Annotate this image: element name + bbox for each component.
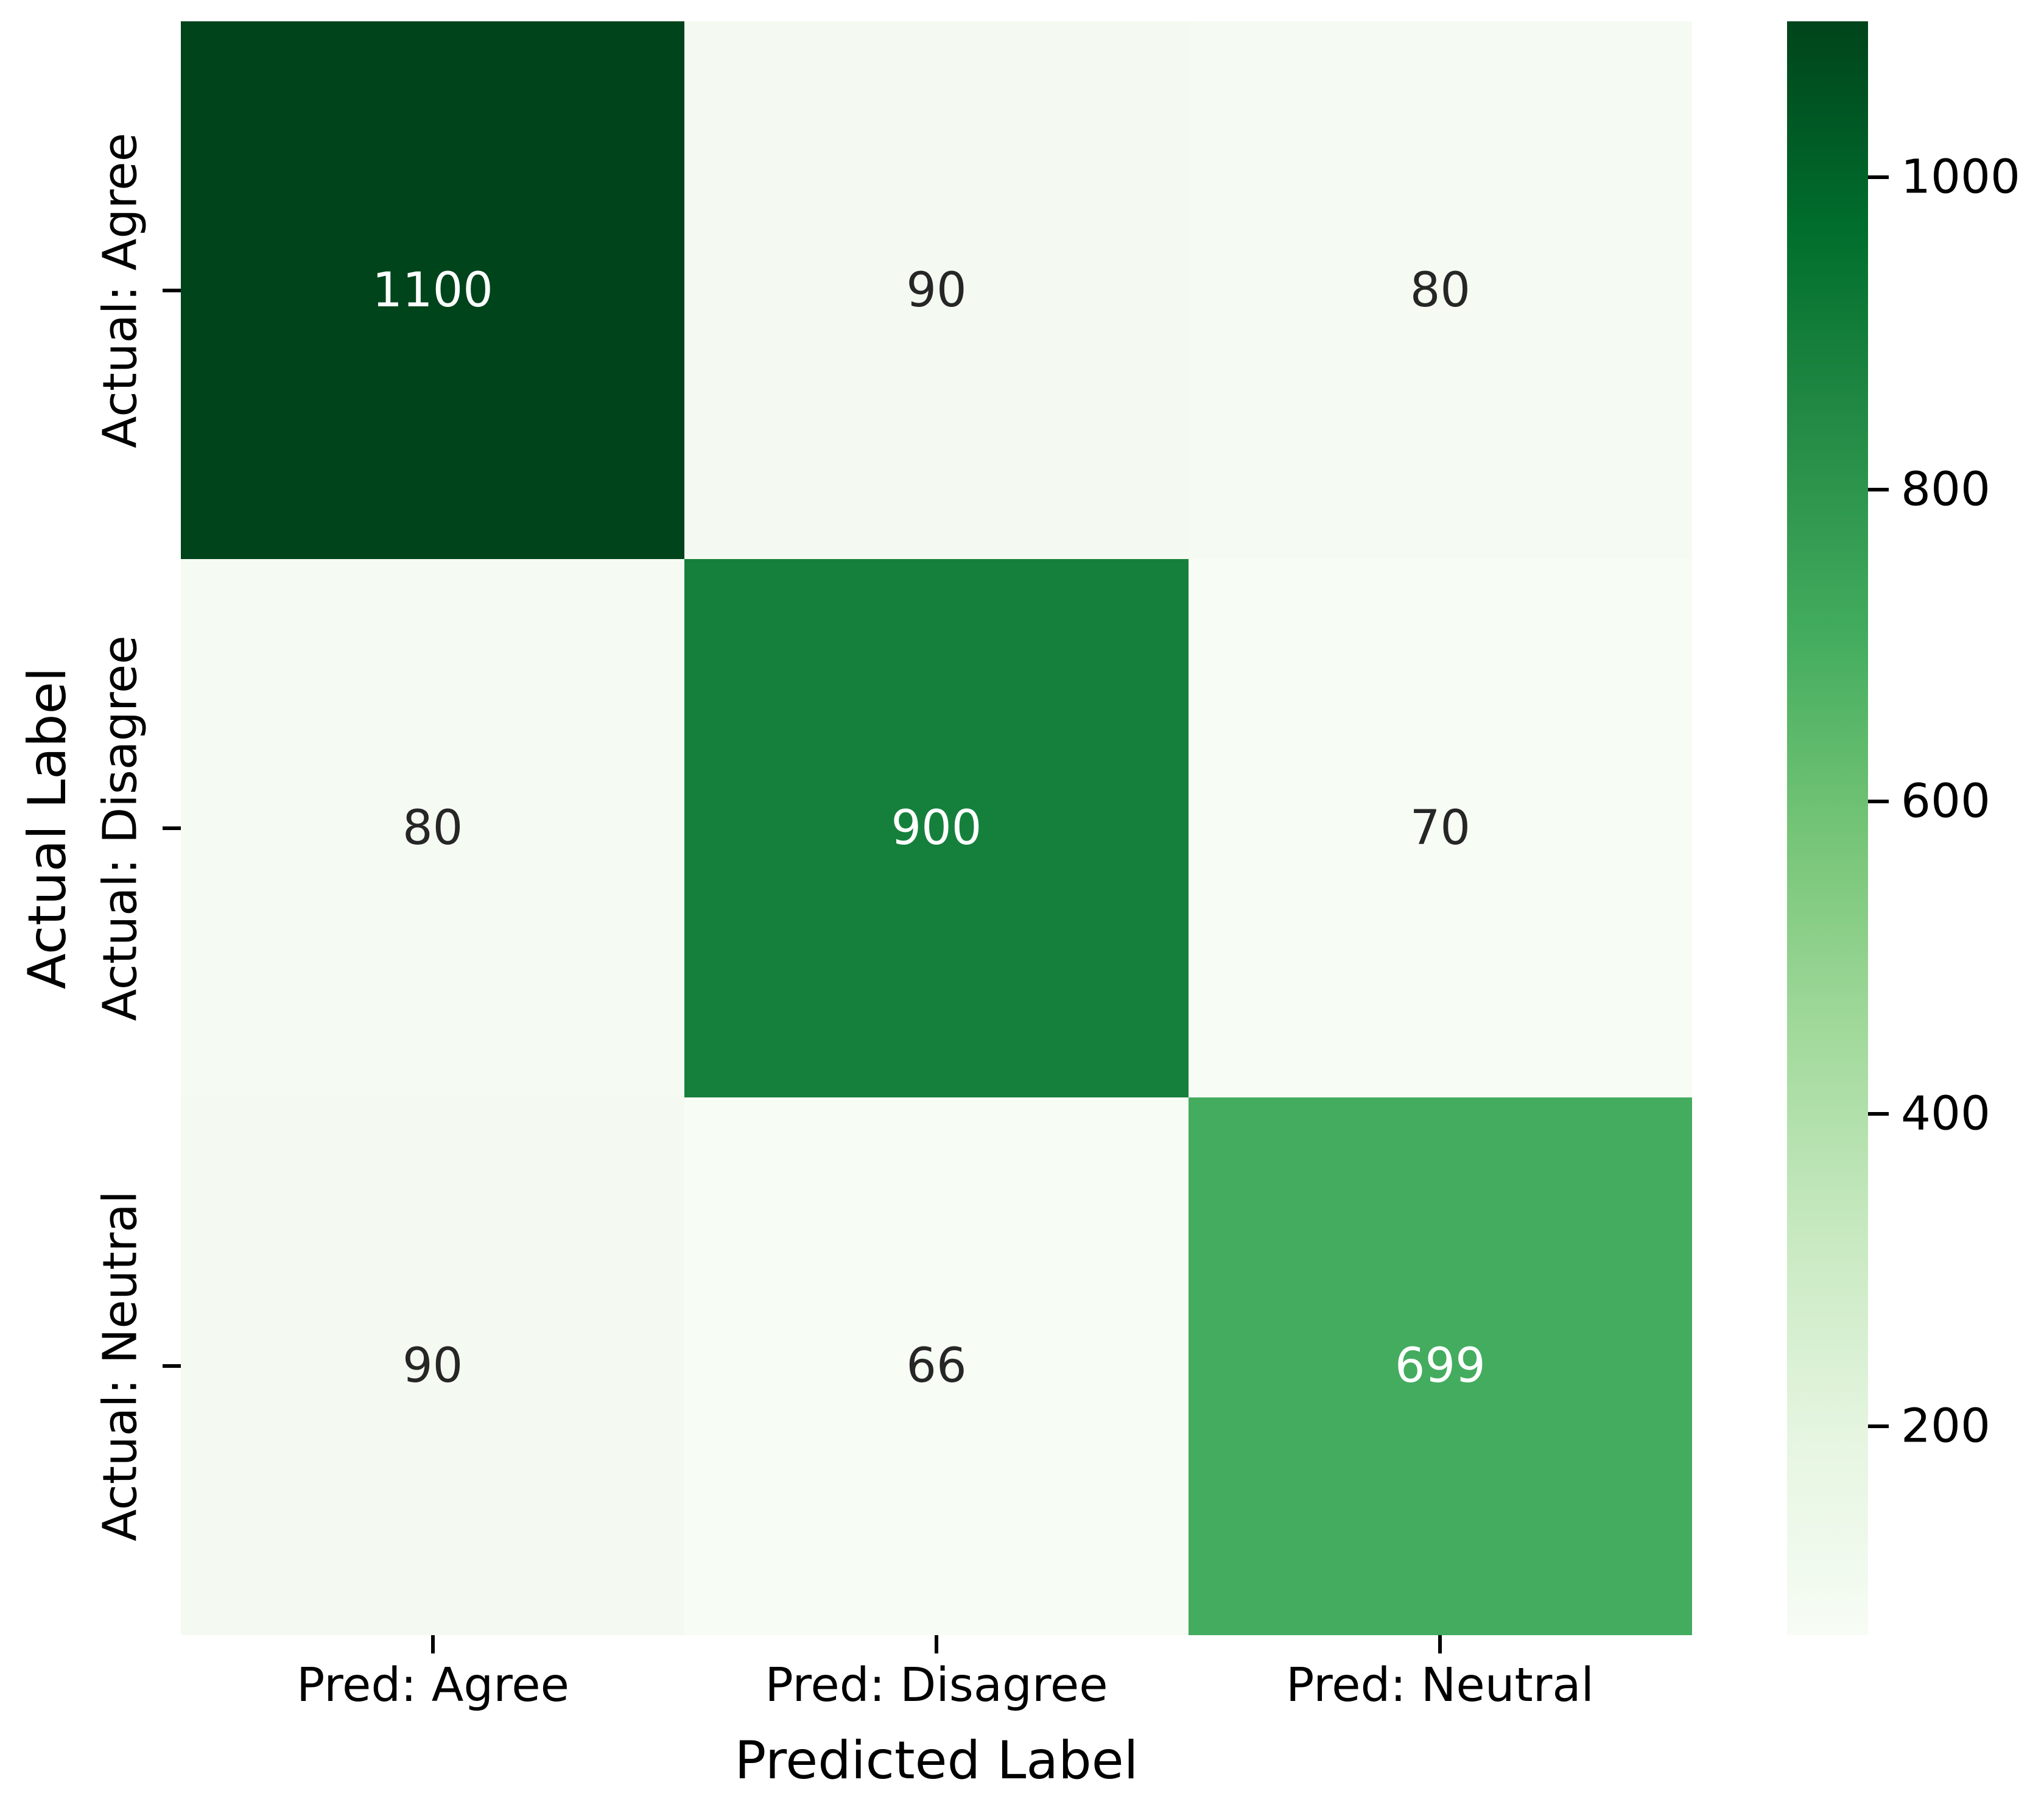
colorbar-tick-mark: [1868, 487, 1889, 491]
colorbar-gradient: [1787, 21, 1868, 1635]
y-tick-label-neutral: Actual: Neutral: [93, 1191, 148, 1541]
colorbar-tick-mark: [1868, 800, 1889, 804]
x-tick-mark: [431, 1635, 435, 1653]
colorbar-tick-mark: [1868, 1424, 1889, 1428]
x-tick-label-neutral: Pred: Neutral: [1286, 1658, 1594, 1713]
colorbar-tick-label: 400: [1901, 1086, 1990, 1141]
x-tick-label-agree: Pred: Agree: [297, 1658, 569, 1713]
heatmap-cell-actual-agree-pred-neutral: 80: [1188, 21, 1692, 560]
colorbar-tick-label: 1000: [1901, 150, 2020, 205]
heatmap-cell-actual-neutral-pred-neutral: 699: [1188, 1097, 1692, 1635]
x-tick-mark: [1438, 1635, 1442, 1653]
x-tick-label-disagree: Pred: Disagree: [765, 1658, 1108, 1713]
y-axis-title: Actual Label: [17, 667, 78, 990]
colorbar-tick-label: 800: [1901, 462, 1990, 517]
y-tick-label-agree: Actual: Agree: [93, 133, 148, 448]
colorbar-tick-mark: [1868, 175, 1889, 180]
heatmap-grid: 1100 90 80 80 900 70 90 66 699: [181, 21, 1692, 1635]
heatmap-cell-actual-disagree-pred-neutral: 70: [1188, 559, 1692, 1097]
heatmap-cell-actual-agree-pred-disagree: 90: [684, 21, 1189, 560]
heatmap-cell-actual-agree-pred-agree: 1100: [181, 21, 685, 560]
y-tick-mark: [163, 289, 181, 292]
x-axis-title: Predicted Label: [734, 1730, 1139, 1791]
y-tick-mark: [163, 826, 181, 830]
x-tick-mark: [935, 1635, 938, 1653]
heatmap-cell-actual-neutral-pred-agree: 90: [181, 1097, 685, 1635]
colorbar-tick-mark: [1868, 1112, 1889, 1116]
colorbar-tick-label: 600: [1901, 774, 1990, 829]
heatmap-cell-actual-neutral-pred-disagree: 66: [684, 1097, 1189, 1635]
colorbar-tick-label: 200: [1901, 1399, 1990, 1454]
heatmap-cell-actual-disagree-pred-disagree: 900: [684, 559, 1189, 1097]
y-tick-mark: [163, 1364, 181, 1368]
heatmap-cell-actual-disagree-pred-agree: 80: [181, 559, 685, 1097]
y-tick-label-disagree: Actual: Disagree: [93, 635, 148, 1021]
